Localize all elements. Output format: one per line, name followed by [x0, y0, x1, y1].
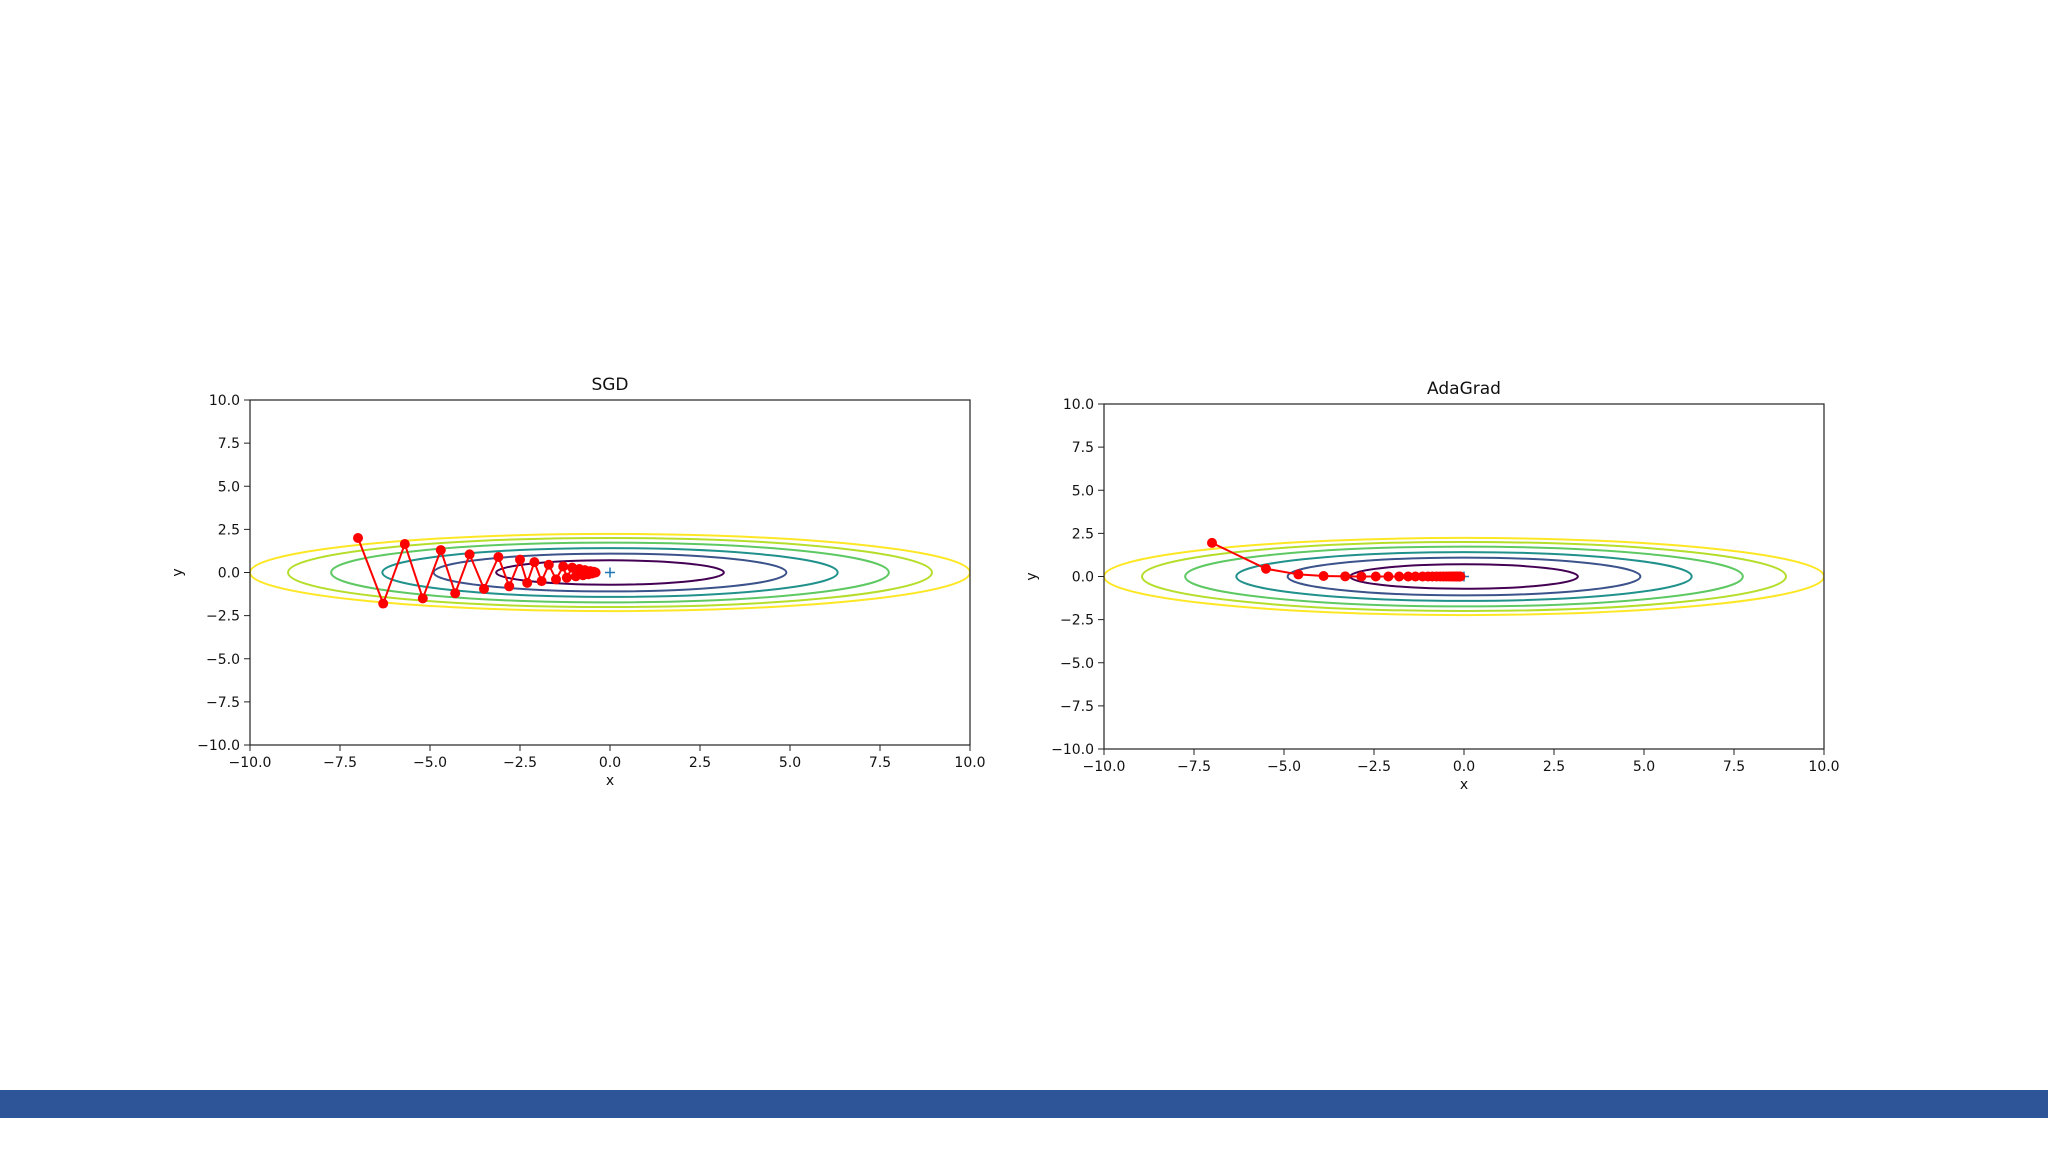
sgd-ylabel: y [170, 568, 186, 576]
adagrad-path-point-8 [1394, 571, 1405, 582]
adagrad-path-point-3 [1318, 570, 1329, 581]
adagrad-ytick-label-6: −5.0 [1060, 656, 1094, 672]
sgd-path-point-27 [590, 567, 601, 578]
sgd-path-point-11 [522, 577, 533, 588]
adagrad-contour-4 [1141, 541, 1787, 612]
sgd-path-point-12 [529, 557, 540, 568]
sgd-ytick-label-2: 5.0 [218, 479, 240, 495]
adagrad-chart: −10.0 −7.5 −5.0 −2.5 0.0 2.5 5.0 7.5 10.0 10.0 7.5… [1014, 374, 1854, 804]
sgd-xtick-label-5: 2.5 [689, 755, 711, 771]
adagrad-xtick-label-5: 2.5 [1543, 759, 1565, 775]
sgd-path-point-17 [561, 572, 572, 583]
sgd-path-point-8 [493, 551, 504, 562]
adagrad-xtick-label-3: −2.5 [1357, 759, 1391, 775]
sgd-xtick-label-2: −5.0 [413, 755, 447, 771]
adagrad-contour-5 [1104, 536, 1824, 617]
sgd-contour-0 [495, 559, 725, 586]
sgd-xlabel: x [606, 773, 614, 789]
adagrad-xtick-label-0: −10.0 [1083, 759, 1126, 775]
sgd-xtick-label-8: 10.0 [954, 755, 985, 771]
sgd-path-point-10 [515, 554, 525, 565]
adagrad-ytick-label-8: −10.0 [1051, 742, 1094, 758]
adagrad-path-point-4 [1340, 571, 1351, 582]
sgd-ytick-label-1: 7.5 [218, 436, 240, 452]
adagrad-path-point-9 [1403, 571, 1414, 582]
sgd-path-point-7 [479, 583, 489, 594]
adagrad-ytick-label-1: 7.5 [1072, 440, 1094, 456]
adagrad-xtick-label-4: 0.0 [1453, 759, 1475, 775]
adagrad-xtick-label-8: 10.0 [1808, 759, 1839, 775]
adagrad-ytick-label-0: 10.0 [1063, 397, 1094, 413]
adagrad-xlabel: x [1460, 777, 1468, 793]
sgd-path-point-4 [435, 545, 446, 556]
sgd-xtick-label-0: −10.0 [229, 755, 272, 771]
adagrad-path-point-6 [1370, 571, 1381, 582]
adagrad-xtick-label-2: −5.0 [1267, 759, 1301, 775]
adagrad-path-point-5 [1356, 571, 1367, 582]
sgd-path-point-3 [417, 593, 428, 604]
sgd-contours [250, 532, 970, 613]
sgd-ytick-label-7: −7.5 [206, 695, 240, 711]
sgd-minimum-marker [605, 567, 615, 578]
adagrad-path-point-0 [1207, 537, 1217, 548]
sgd-path-point-1 [378, 598, 389, 609]
adagrad-xtick-label-1: −7.5 [1177, 759, 1211, 775]
sgd-xtick-label-7: 7.5 [869, 755, 891, 771]
sgd-title: SGD [591, 375, 628, 395]
sgd-ytick-label-8: −10.0 [197, 738, 240, 754]
adagrad-ytick-label-3: 2.5 [1072, 526, 1094, 542]
sgd-ytick-label-4: 0.0 [218, 566, 240, 582]
adagrad-xtick-label-6: 5.0 [1633, 759, 1655, 775]
sgd-ytick-label-0: 10.0 [209, 393, 240, 409]
adagrad-contour-3 [1184, 545, 1744, 608]
adagrad-title: AdaGrad [1427, 379, 1501, 399]
sgd-chart-svg: −10.0 −7.5 −5.0 −2.5 0.0 2.5 5.0 7.5 10.0 10.0 7.5… [170, 375, 986, 789]
adagrad-ytick-label-4: 0.0 [1072, 570, 1094, 586]
adagrad-contour-2 [1235, 551, 1693, 602]
sgd-path-point-15 [551, 574, 561, 585]
adagrad-ytick-label-5: −2.5 [1060, 613, 1094, 629]
sgd-contour-4 [287, 537, 933, 608]
adagrad-contour-1 [1286, 556, 1642, 597]
sgd-path-point-14 [543, 559, 554, 570]
sgd-path-point-13 [536, 576, 547, 587]
sgd-path-point-6 [464, 549, 475, 560]
adagrad-xtick-label-7: 7.5 [1723, 759, 1745, 775]
sgd-contour-1 [432, 552, 788, 593]
adagrad-path-point-10 [1410, 571, 1421, 582]
sgd-contour-2 [381, 547, 839, 598]
sgd-xtick-label-3: −2.5 [503, 755, 537, 771]
sgd-ytick-label-6: −5.0 [206, 652, 240, 668]
sgd-path-point-9 [504, 581, 515, 592]
sgd-xtick-label-6: 5.0 [779, 755, 801, 771]
sgd-contour-5 [250, 532, 970, 613]
sgd-ytick-label-3: 2.5 [218, 522, 240, 538]
sgd-path-point-5 [450, 588, 461, 599]
adagrad-path-point-27 [1455, 571, 1466, 582]
sgd-chart: −10.0 −7.5 −5.0 −2.5 0.0 2.5 5.0 7.5 10.0 10.0 7.5… [160, 370, 1000, 800]
adagrad-ytick-label-2: 5.0 [1072, 483, 1094, 499]
sgd-xtick-label-4: 0.0 [599, 755, 621, 771]
adagrad-ytick-label-7: −7.5 [1060, 699, 1094, 715]
adagrad-contours [1104, 536, 1824, 617]
adagrad-chart-svg: −10.0 −7.5 −5.0 −2.5 0.0 2.5 5.0 7.5 10.0 10.0 7.5… [1024, 379, 1840, 793]
adagrad-ylabel: y [1024, 572, 1040, 580]
sgd-path-point-2 [399, 539, 410, 550]
adagrad-path-point-1 [1261, 563, 1271, 574]
sgd-path-point-16 [558, 561, 569, 572]
adagrad-path-point-2 [1293, 569, 1304, 580]
sgd-ytick-label-5: −2.5 [206, 609, 240, 625]
sgd-path-point-0 [353, 533, 363, 543]
adagrad-path-point-7 [1383, 571, 1394, 582]
sgd-contour-3 [330, 541, 890, 604]
sgd-xtick-label-1: −7.5 [323, 755, 357, 771]
footer-bar [0, 1090, 2048, 1118]
